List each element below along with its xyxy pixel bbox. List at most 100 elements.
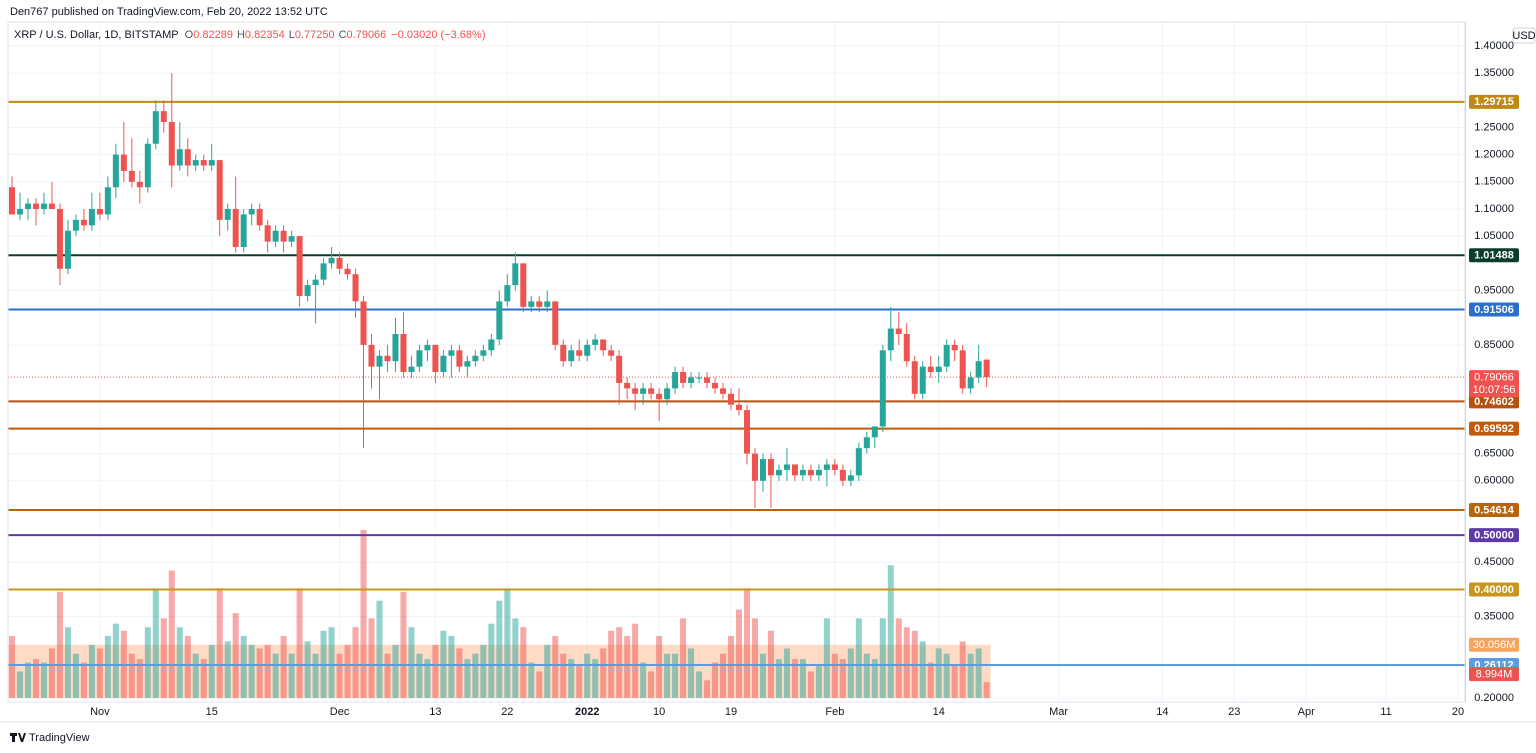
candle-body	[767, 459, 774, 476]
candle-body	[871, 426, 878, 438]
volume-bar	[640, 662, 647, 698]
candle-body	[72, 219, 79, 231]
volume-bar	[967, 653, 974, 698]
x-tick-label: Feb	[825, 706, 844, 718]
candle-body	[632, 388, 639, 394]
currency[interactable]: USD	[1512, 30, 1535, 42]
volume-bar	[24, 662, 31, 698]
candle-body	[751, 453, 758, 481]
y-tick-label: 0.60000	[1474, 475, 1514, 487]
candle-body	[40, 203, 47, 209]
volume-bar	[871, 659, 878, 698]
last-price-tag	[1469, 370, 1519, 398]
volume-bar	[40, 662, 47, 698]
volume-bar	[88, 644, 95, 698]
candle-body	[352, 274, 359, 302]
volume-bar	[664, 653, 671, 698]
volume-bar	[368, 618, 375, 698]
candle-body	[791, 464, 798, 476]
volume-bar	[552, 636, 559, 698]
volume-bar	[536, 671, 543, 698]
candle-body	[472, 355, 479, 362]
volume-bar	[72, 653, 79, 698]
currency-box[interactable]	[1512, 27, 1536, 44]
legend-change: −0.03020 (−3.68%)	[391, 29, 485, 41]
volume-bar	[304, 641, 311, 698]
countdown: 10:07:56	[1473, 384, 1516, 396]
candle-body	[704, 377, 711, 383]
legend-value: 0.82289	[193, 29, 233, 41]
candle-body	[112, 154, 119, 188]
candle-body	[887, 328, 894, 351]
level-label: 0.40000	[1474, 584, 1514, 596]
level-tag	[1469, 582, 1519, 597]
candle-body	[176, 149, 183, 166]
volume-bar	[728, 636, 735, 698]
y-tick-label: 0.20000	[1474, 692, 1514, 704]
volume-ma-label: 30.056M	[1473, 639, 1516, 651]
volume-bar	[783, 648, 790, 698]
volume-bar	[48, 648, 55, 698]
volume-bar	[712, 662, 719, 698]
volume-bar	[632, 623, 639, 698]
level-label: 0.69592	[1474, 423, 1514, 435]
y-tick-label: 0.65000	[1474, 447, 1514, 459]
volume-bar	[520, 627, 527, 698]
volume-bar	[624, 636, 631, 698]
candle-body	[32, 203, 39, 209]
y-tick-label: 0.95000	[1474, 284, 1514, 296]
legend: XRP / U.S. Dollar, 1D, BITSTAMP O0.82289 H…	[14, 29, 485, 41]
candle-body	[304, 285, 311, 296]
volume-bar	[152, 588, 159, 698]
candle-body	[192, 160, 199, 166]
candle-body	[152, 111, 159, 144]
volume-bar	[112, 623, 119, 698]
volume-bar	[392, 644, 399, 698]
volume-bar	[855, 618, 862, 698]
volume-bar	[240, 636, 247, 698]
candle-body	[680, 372, 687, 383]
volume-bar	[959, 641, 966, 698]
x-tick-label: 19	[725, 706, 737, 718]
level-tag	[1469, 503, 1519, 518]
candle-body	[943, 344, 950, 367]
volume-bar	[344, 644, 351, 698]
candle-body	[783, 464, 790, 470]
candle-body	[696, 377, 703, 379]
candle-body	[911, 361, 918, 394]
candle-body	[328, 257, 335, 264]
candle-body	[648, 388, 655, 394]
candle-body	[560, 344, 567, 362]
candle-body	[424, 344, 431, 351]
level-label: 1.29715	[1474, 96, 1514, 108]
y-tick-label: 0.85000	[1474, 339, 1514, 351]
candle-body	[232, 208, 239, 248]
candle-body	[951, 344, 958, 351]
candle-body	[743, 410, 750, 454]
volume-bar	[927, 662, 934, 698]
candle-body	[584, 344, 591, 356]
volume-bar	[480, 644, 487, 698]
volume-bar	[759, 653, 766, 698]
candle-body	[807, 469, 814, 476]
candle-body	[200, 160, 207, 166]
x-tick-label: 2022	[575, 706, 599, 718]
y-tick-label: 0.45000	[1474, 556, 1514, 568]
level-tag	[1469, 248, 1519, 263]
level-label: 0.74602	[1474, 396, 1514, 408]
volume-bar	[528, 662, 535, 698]
volume-bar	[448, 636, 455, 698]
volume-bar	[576, 666, 583, 698]
volume-bar	[216, 588, 223, 698]
candle-body	[823, 464, 830, 470]
x-tick-label: 15	[206, 706, 218, 718]
level-label: 1.01488	[1474, 250, 1514, 262]
volume-ma-tag	[1469, 637, 1519, 652]
volume-bar	[592, 659, 599, 698]
y-tick-label: 1.15000	[1474, 176, 1514, 188]
candle-body	[376, 355, 383, 367]
candle-body	[240, 214, 247, 248]
candle-body	[536, 301, 543, 307]
candle-body	[168, 122, 175, 166]
